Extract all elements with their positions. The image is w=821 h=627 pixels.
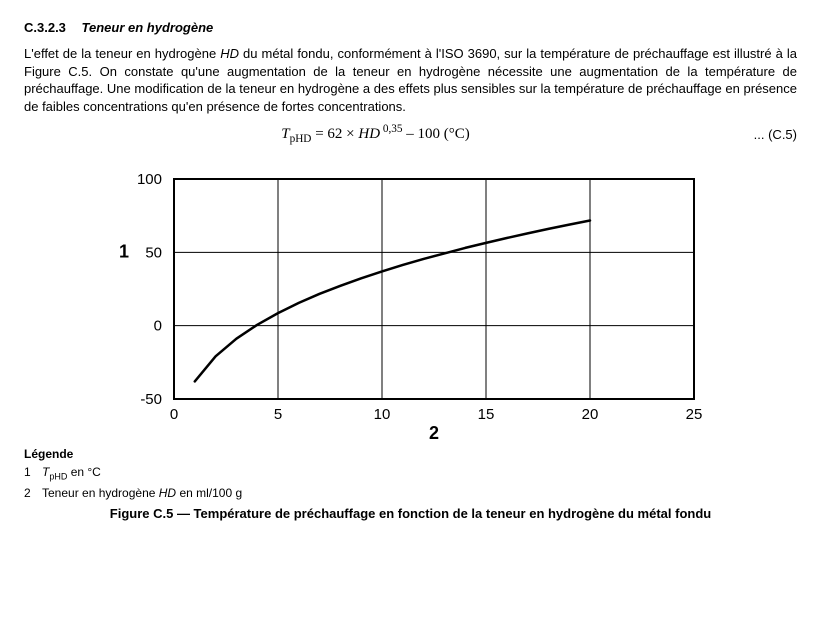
section-title: Teneur en hydrogène xyxy=(82,20,214,35)
chart-container: 0 5 10 15 20 25 -50 0 50 100 1 2 xyxy=(104,159,797,439)
svg-text:-50: -50 xyxy=(140,391,162,408)
eq-text: – 100 (°C) xyxy=(403,126,470,142)
legend-num: 1 xyxy=(24,465,42,479)
legend: 1TpHD en °C 2Teneur en hydrogène HD en ml… xyxy=(24,465,797,499)
svg-text:5: 5 xyxy=(274,406,282,423)
body-paragraph: L'effet de la teneur en hydrogène HD du … xyxy=(24,45,797,115)
section-heading: C.3.2.3 Teneur en hydrogène xyxy=(24,20,797,35)
equation-number: ... (C.5) xyxy=(727,127,797,142)
equation-row: TpHD = 62 × HD 0,35 – 100 (°C) ... (C.5) xyxy=(24,123,797,145)
legend-item: 1TpHD en °C xyxy=(24,465,797,481)
section-number: C.3.2.3 xyxy=(24,20,66,35)
svg-text:25: 25 xyxy=(686,406,703,423)
eq-text: = 62 × xyxy=(311,126,358,142)
svg-text:15: 15 xyxy=(478,406,495,423)
equation: TpHD = 62 × HD 0,35 – 100 (°C) xyxy=(24,123,727,145)
svg-text:50: 50 xyxy=(145,245,162,262)
eq-var: HD xyxy=(358,126,380,142)
svg-text:20: 20 xyxy=(582,406,599,423)
svg-text:0: 0 xyxy=(154,318,162,335)
eq-var: T xyxy=(281,126,289,142)
legend-num: 2 xyxy=(24,486,42,500)
variable-hd: HD xyxy=(220,46,239,61)
eq-exp: 0,35 xyxy=(380,123,403,135)
legend-title: Légende xyxy=(24,447,797,461)
legend-sub: pHD xyxy=(49,472,67,482)
figure-caption: Figure C.5 — Température de préchauffage… xyxy=(24,506,797,521)
legend-item: 2Teneur en hydrogène HD en ml/100 g xyxy=(24,486,797,500)
eq-sub: pHD xyxy=(290,133,312,145)
legend-var: HD xyxy=(159,486,176,500)
svg-text:100: 100 xyxy=(137,171,162,188)
svg-text:0: 0 xyxy=(170,406,178,423)
svg-text:2: 2 xyxy=(429,423,439,439)
svg-text:1: 1 xyxy=(119,242,129,262)
line-chart: 0 5 10 15 20 25 -50 0 50 100 1 2 xyxy=(104,159,714,439)
svg-text:10: 10 xyxy=(374,406,391,423)
